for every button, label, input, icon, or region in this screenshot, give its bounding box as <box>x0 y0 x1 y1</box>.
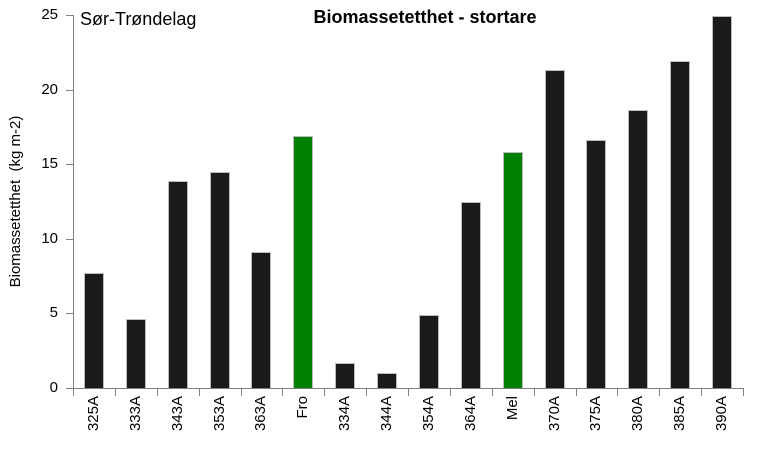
y-axis-tick <box>66 313 73 315</box>
x-tick-label-fro: Fro <box>294 396 312 419</box>
bar-344a <box>377 373 398 388</box>
bar-mel <box>502 152 523 388</box>
x-axis-tick <box>198 389 200 396</box>
x-axis-tick <box>366 389 368 396</box>
x-axis-tick <box>156 389 158 396</box>
y-tick-label: 20 <box>41 80 58 98</box>
bar-385a <box>670 61 691 388</box>
x-axis-tick <box>659 389 661 396</box>
x-axis-tick <box>324 389 326 396</box>
x-axis-tick <box>114 389 116 396</box>
x-tick-label-353a: 353A <box>210 396 228 432</box>
y-tick-label: 25 <box>41 6 58 23</box>
x-tick-label-380a: 380A <box>629 396 647 432</box>
x-tick-label-mel: Mel <box>503 396 521 421</box>
x-tick-label-333a: 333A <box>126 396 144 432</box>
x-axis-tick <box>491 389 493 396</box>
x-tick-label-325a: 325A <box>84 396 102 432</box>
bar-363a <box>251 252 272 388</box>
x-axis-tick <box>617 389 619 396</box>
y-tick-label: 15 <box>41 155 58 173</box>
bar-325a <box>83 273 104 388</box>
y-axis-tick <box>66 15 73 16</box>
bar-353a <box>209 171 230 388</box>
x-tick-label-334a: 334A <box>336 396 354 432</box>
chart-title: Biomassetetthet - stortare <box>313 7 537 27</box>
x-tick-label-375a: 375A <box>587 396 605 432</box>
bar-354a <box>418 314 439 388</box>
x-tick-label-354a: 354A <box>419 396 437 432</box>
bar-390a <box>712 16 733 388</box>
bar-364a <box>460 201 481 388</box>
region-label: Sør-Trøndelag <box>80 9 197 29</box>
y-tick-label: 5 <box>49 304 58 322</box>
y-tick-label: 0 <box>49 379 58 396</box>
bar-343a <box>167 180 188 388</box>
y-axis-tick <box>66 164 73 166</box>
x-axis-tick <box>533 389 535 396</box>
x-tick-label-343a: 343A <box>168 396 186 432</box>
x-axis-tick <box>743 389 744 396</box>
x-tick-label-390a: 390A <box>713 396 731 432</box>
x-axis-tick <box>449 389 451 396</box>
y-axis-tick <box>66 89 73 91</box>
bar-375a <box>586 140 607 388</box>
x-tick-label-364a: 364A <box>461 396 479 432</box>
y-axis-title: Biomassetetthet (kg m-2) <box>7 115 24 288</box>
y-tick-label: 10 <box>41 229 58 247</box>
y-axis-tick <box>66 388 73 389</box>
x-axis-tick <box>73 389 74 396</box>
bar-fro <box>293 135 314 388</box>
y-axis-tick <box>66 238 73 240</box>
x-tick-label-363a: 363A <box>252 396 270 432</box>
x-tick-label-344a: 344A <box>378 396 396 432</box>
x-axis-tick <box>240 389 242 396</box>
x-tick-label-370a: 370A <box>545 396 563 432</box>
x-axis-tick <box>575 389 577 396</box>
plot-area <box>73 15 744 389</box>
x-tick-label-385a: 385A <box>671 396 689 432</box>
x-axis-tick <box>408 389 409 396</box>
bar-370a <box>544 70 565 388</box>
x-axis-tick <box>282 389 284 396</box>
bar-380a <box>628 110 649 388</box>
bar-333a <box>125 319 146 388</box>
x-axis-tick <box>701 389 703 396</box>
bar-334a <box>335 362 356 388</box>
